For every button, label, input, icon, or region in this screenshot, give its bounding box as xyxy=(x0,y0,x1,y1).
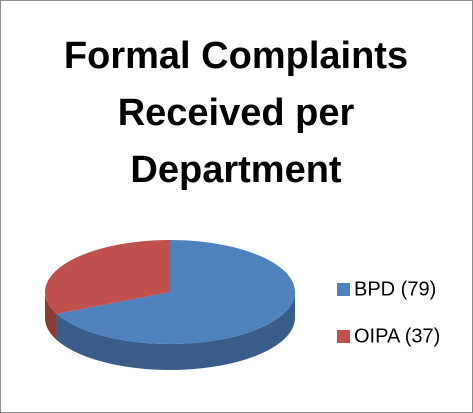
legend-swatch xyxy=(337,330,350,343)
pie-slice-side xyxy=(45,292,57,340)
pie-slice-side xyxy=(56,292,296,370)
legend-label: OIPA (37) xyxy=(354,325,440,347)
legend-swatch xyxy=(337,283,350,296)
pie-slice xyxy=(56,240,295,344)
legend-label: BPD (79) xyxy=(354,278,436,300)
chart-title: Formal Complaints Received per Department xyxy=(64,35,408,191)
pie-slice xyxy=(45,240,171,314)
